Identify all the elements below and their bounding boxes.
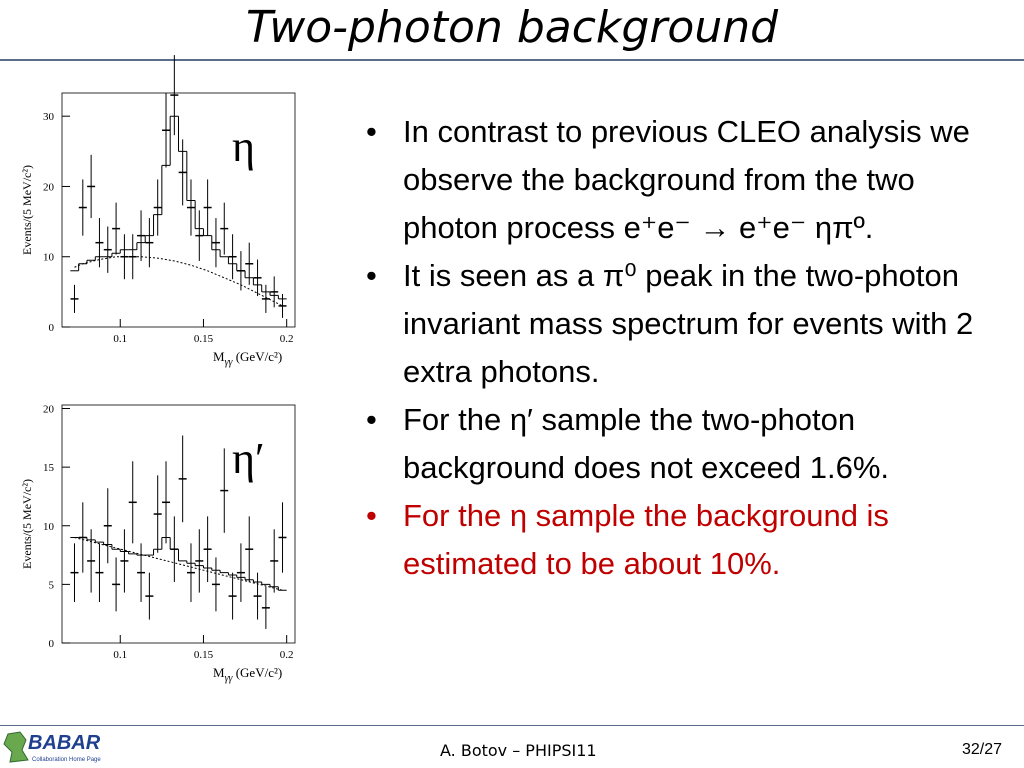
bullet-list: In contrast to previous CLEO analysis we… xyxy=(360,108,1000,588)
particle-label: η′ xyxy=(232,434,265,483)
y-axis-label: Events/(5 MeV/c²) xyxy=(20,165,34,255)
histogram-bin xyxy=(219,570,229,574)
particle-label: η xyxy=(232,122,255,171)
y-tick-label: 10 xyxy=(43,521,55,533)
fit-curve xyxy=(74,256,283,307)
logo-caption: Collaboration Home Page xyxy=(32,757,101,763)
x-tick-label: 0.1 xyxy=(113,333,127,345)
histogram-bin xyxy=(161,164,171,215)
histogram-bin xyxy=(261,582,271,585)
y-tick-label: 20 xyxy=(43,404,55,416)
fit-curve xyxy=(74,536,283,591)
x-tick-label: 0.15 xyxy=(194,649,214,661)
bullet: It is seen as a π⁰ peak in the two-photo… xyxy=(360,252,1000,396)
bullet: In contrast to previous CLEO analysis we… xyxy=(360,108,1000,252)
y-tick-label: 10 xyxy=(43,252,55,264)
title: Two-photon background xyxy=(245,2,779,53)
y-tick-label: 20 xyxy=(43,181,55,193)
bullet: For the η′ sample the two-photon backgro… xyxy=(360,396,1000,492)
x-label-main: M xyxy=(213,349,225,364)
x-label-main: M xyxy=(213,665,225,680)
y-tick-label: 15 xyxy=(43,462,55,474)
x-axis-label: Mγγ (GeV/c²) xyxy=(213,349,282,368)
histogram-bin xyxy=(178,549,187,562)
x-tick-label: 0.1 xyxy=(113,649,127,661)
y-tick-label: 30 xyxy=(43,111,55,123)
x-label-rest: (GeV/c²) xyxy=(232,665,282,680)
x-tick-label: 0.2 xyxy=(280,333,294,345)
plot-frame xyxy=(61,92,296,328)
histogram-bin xyxy=(202,228,212,237)
footer-rule xyxy=(0,725,1024,726)
x-axis-label: Mγγ (GeV/c²) xyxy=(213,665,282,684)
y-tick-label: 0 xyxy=(49,638,55,650)
histogram-bin xyxy=(219,249,229,258)
x-tick-label: 0.2 xyxy=(280,649,294,661)
histogram-bin xyxy=(94,539,104,543)
y-tick-label: 5 xyxy=(49,579,55,591)
histogram-bin xyxy=(128,551,137,555)
footer-author: A. Botov – PHIPSI11 xyxy=(440,741,597,760)
y-tick-label: 0 xyxy=(49,322,55,334)
y-axis-label: Events/(5 MeV/c²) xyxy=(20,479,34,569)
logo-icon xyxy=(3,731,29,763)
plot-frame xyxy=(61,404,296,644)
bullet: For the η sample the background is estim… xyxy=(360,492,1000,588)
page-number: 32/27 xyxy=(961,741,1002,758)
histogram-bin xyxy=(277,586,287,591)
title-rule xyxy=(0,59,1024,61)
logo: BABAR xyxy=(28,732,101,754)
x-label-rest: (GeV/c²) xyxy=(232,349,282,364)
x-label-sub: γγ xyxy=(225,357,234,368)
x-tick-label: 0.15 xyxy=(194,333,214,345)
x-label-sub: γγ xyxy=(225,673,234,684)
